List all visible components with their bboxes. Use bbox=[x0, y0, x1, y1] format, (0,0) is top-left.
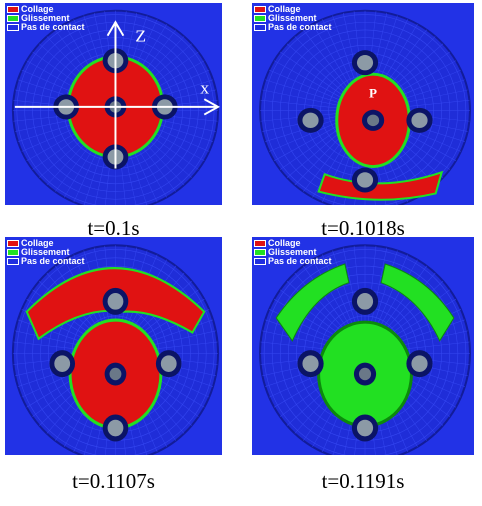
caption: t=0.1018s bbox=[321, 216, 405, 240]
legend-label: Collage bbox=[268, 4, 301, 14]
contact-map bbox=[252, 237, 474, 455]
legend: Collage Glissement Pas de contact bbox=[254, 239, 332, 266]
legend-entry: Pas de contact bbox=[7, 23, 85, 32]
bolt-hole bbox=[54, 355, 71, 372]
mesh-radial bbox=[274, 60, 353, 104]
fem-panel: P Collage Glissement Pas de contact bbox=[252, 3, 474, 205]
legend-swatch bbox=[7, 240, 19, 247]
center-hole-core bbox=[367, 114, 380, 127]
bolt-hole bbox=[302, 355, 319, 372]
legend-entry: Glissement bbox=[254, 14, 332, 23]
legend: Collage Glissement Pas de contact bbox=[7, 239, 85, 266]
legend-label: Glissement bbox=[21, 247, 70, 257]
legend-label: Pas de contact bbox=[268, 256, 332, 266]
mesh-radial bbox=[262, 89, 351, 108]
contact-map: P bbox=[252, 3, 474, 205]
legend-swatch bbox=[254, 240, 266, 247]
contact-arc bbox=[275, 263, 350, 342]
mesh-radial bbox=[265, 79, 351, 107]
legend-entry: Pas de contact bbox=[254, 23, 332, 32]
center-hole-core bbox=[358, 367, 372, 381]
legend: Collage Glissement Pas de contact bbox=[7, 5, 85, 32]
bolt-hole bbox=[411, 355, 428, 372]
legend-entry: Collage bbox=[7, 5, 85, 14]
mesh-radial bbox=[260, 100, 350, 110]
caption: t=0.1s bbox=[87, 216, 140, 240]
legend-label: Glissement bbox=[21, 13, 70, 23]
contact-map bbox=[5, 237, 222, 455]
legend-label: Collage bbox=[21, 238, 54, 248]
legend-swatch bbox=[7, 249, 19, 256]
legend-entry: Collage bbox=[7, 239, 85, 248]
fem-panel: Collage Glissement Pas de contact bbox=[252, 237, 474, 455]
bolt-hole bbox=[356, 54, 374, 71]
legend-entry: Glissement bbox=[254, 248, 332, 257]
bolt-hole bbox=[356, 419, 374, 437]
legend-label: Collage bbox=[268, 238, 301, 248]
legend: Collage Glissement Pas de contact bbox=[254, 5, 332, 32]
legend-entry: Pas de contact bbox=[7, 257, 85, 266]
bolt-hole bbox=[411, 112, 428, 129]
caption: t=0.1191s bbox=[321, 469, 405, 493]
legend-swatch bbox=[254, 249, 266, 256]
bolt-hole bbox=[302, 112, 319, 129]
legend-entry: Pas de contact bbox=[254, 257, 332, 266]
axis-label: x bbox=[200, 78, 209, 98]
legend-swatch bbox=[254, 15, 266, 22]
bolt-hole bbox=[160, 355, 177, 372]
center-hole-core bbox=[109, 367, 122, 381]
legend-swatch bbox=[254, 6, 266, 13]
mesh-radial bbox=[286, 43, 354, 102]
legend-entry: Collage bbox=[254, 5, 332, 14]
legend-label: Pas de contact bbox=[268, 22, 332, 32]
mesh-radial bbox=[279, 51, 353, 103]
legend-swatch bbox=[254, 24, 266, 31]
legend-entry: Glissement bbox=[7, 248, 85, 257]
legend-label: Pas de contact bbox=[21, 256, 85, 266]
z-arrow-head bbox=[106, 20, 125, 37]
point-label: P bbox=[369, 87, 377, 101]
legend-swatch bbox=[7, 258, 19, 265]
legend-entry: Glissement bbox=[7, 14, 85, 23]
legend-swatch bbox=[7, 6, 19, 13]
legend-swatch bbox=[7, 24, 19, 31]
legend-swatch bbox=[7, 15, 19, 22]
legend-swatch bbox=[254, 258, 266, 265]
axis-label: Z bbox=[135, 26, 146, 46]
bolt-hole bbox=[356, 293, 374, 310]
mesh-radial bbox=[269, 69, 352, 106]
legend-label: Collage bbox=[21, 4, 54, 14]
bolt-hole bbox=[107, 419, 124, 437]
fem-panel: Collage Glissement Pas de contact bbox=[5, 237, 222, 455]
x-arrow-head bbox=[203, 98, 221, 116]
contact-map: Zx bbox=[5, 3, 222, 205]
legend-label: Glissement bbox=[268, 13, 317, 23]
bolt-hole bbox=[107, 293, 124, 310]
contact-arc bbox=[380, 263, 455, 342]
legend-label: Pas de contact bbox=[21, 22, 85, 32]
caption: t=0.1107s bbox=[72, 469, 155, 493]
bolt-hole bbox=[356, 172, 374, 188]
legend-label: Glissement bbox=[268, 247, 317, 257]
legend-entry: Collage bbox=[254, 239, 332, 248]
